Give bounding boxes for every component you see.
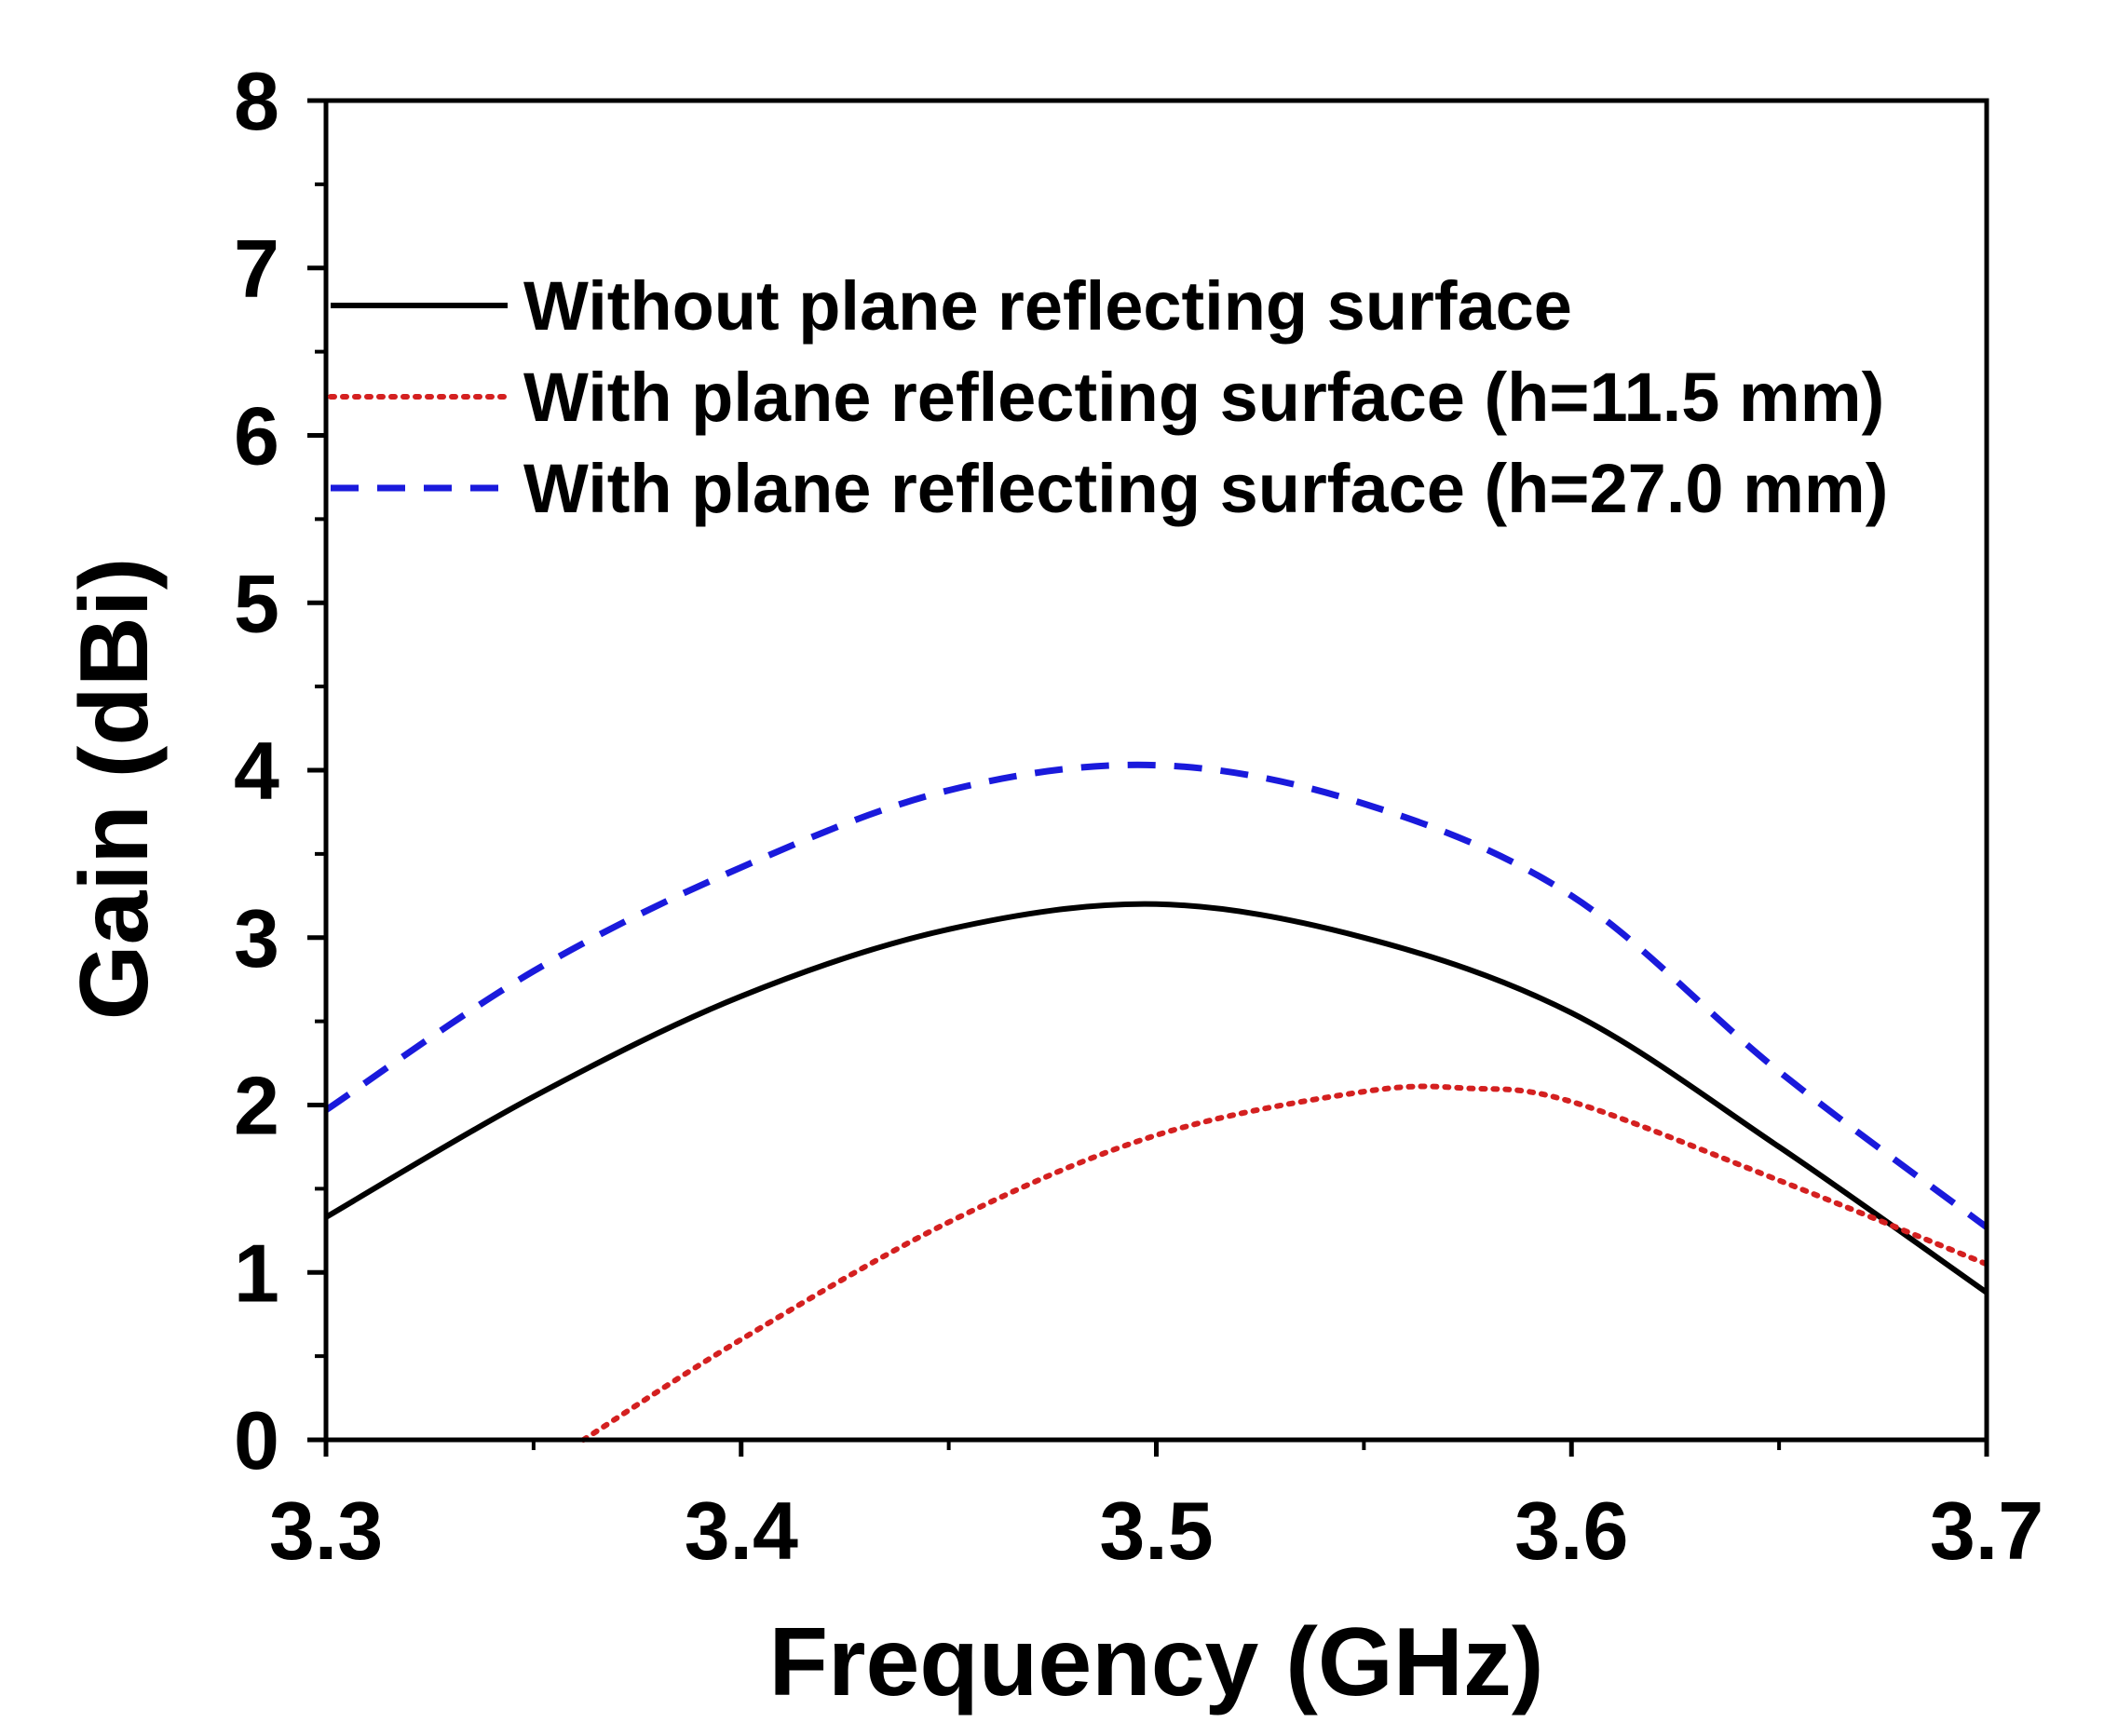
series-line-3: [324, 761, 1989, 1230]
y-tick-label: 1: [234, 1227, 279, 1319]
x-tick-label: 3.7: [1930, 1485, 2043, 1577]
series-line-1: [324, 901, 1989, 1295]
x-tick-label: 3.6: [1514, 1485, 1628, 1577]
x-axis-title: Frequency (GHz): [768, 1608, 1543, 1716]
y-tick-label: 0: [234, 1394, 279, 1486]
y-axis-title: Gain (dBi): [61, 558, 169, 1021]
x-tick-label: 3.3: [269, 1485, 383, 1577]
y-tick-label: 7: [234, 223, 279, 315]
series-line-2: [580, 1083, 1989, 1443]
legend-label-3: With plane reflecting surface (h=27.0 mm…: [523, 450, 1888, 527]
y-tick-label: 2: [234, 1060, 279, 1152]
x-tick-label: 3.5: [1099, 1485, 1213, 1577]
legend-label-1: Without plane reflecting surface: [523, 267, 1572, 345]
y-tick-label: 6: [234, 390, 279, 482]
y-tick-label: 8: [234, 55, 279, 147]
x-tick-label: 3.4: [685, 1485, 798, 1577]
legend-label-2: With plane reflecting surface (h=11.5 mm…: [523, 359, 1884, 436]
y-tick-label: 4: [234, 725, 279, 817]
y-tick-label: 5: [234, 557, 279, 649]
y-tick-label: 3: [234, 892, 279, 984]
